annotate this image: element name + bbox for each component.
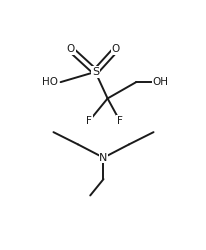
- Text: O: O: [66, 44, 75, 54]
- Text: S: S: [91, 67, 98, 77]
- Text: HO: HO: [42, 77, 58, 87]
- Text: N: N: [99, 153, 107, 163]
- Text: F: F: [86, 116, 92, 126]
- Text: OH: OH: [152, 77, 168, 87]
- Text: O: O: [111, 44, 119, 54]
- Text: F: F: [116, 116, 122, 126]
